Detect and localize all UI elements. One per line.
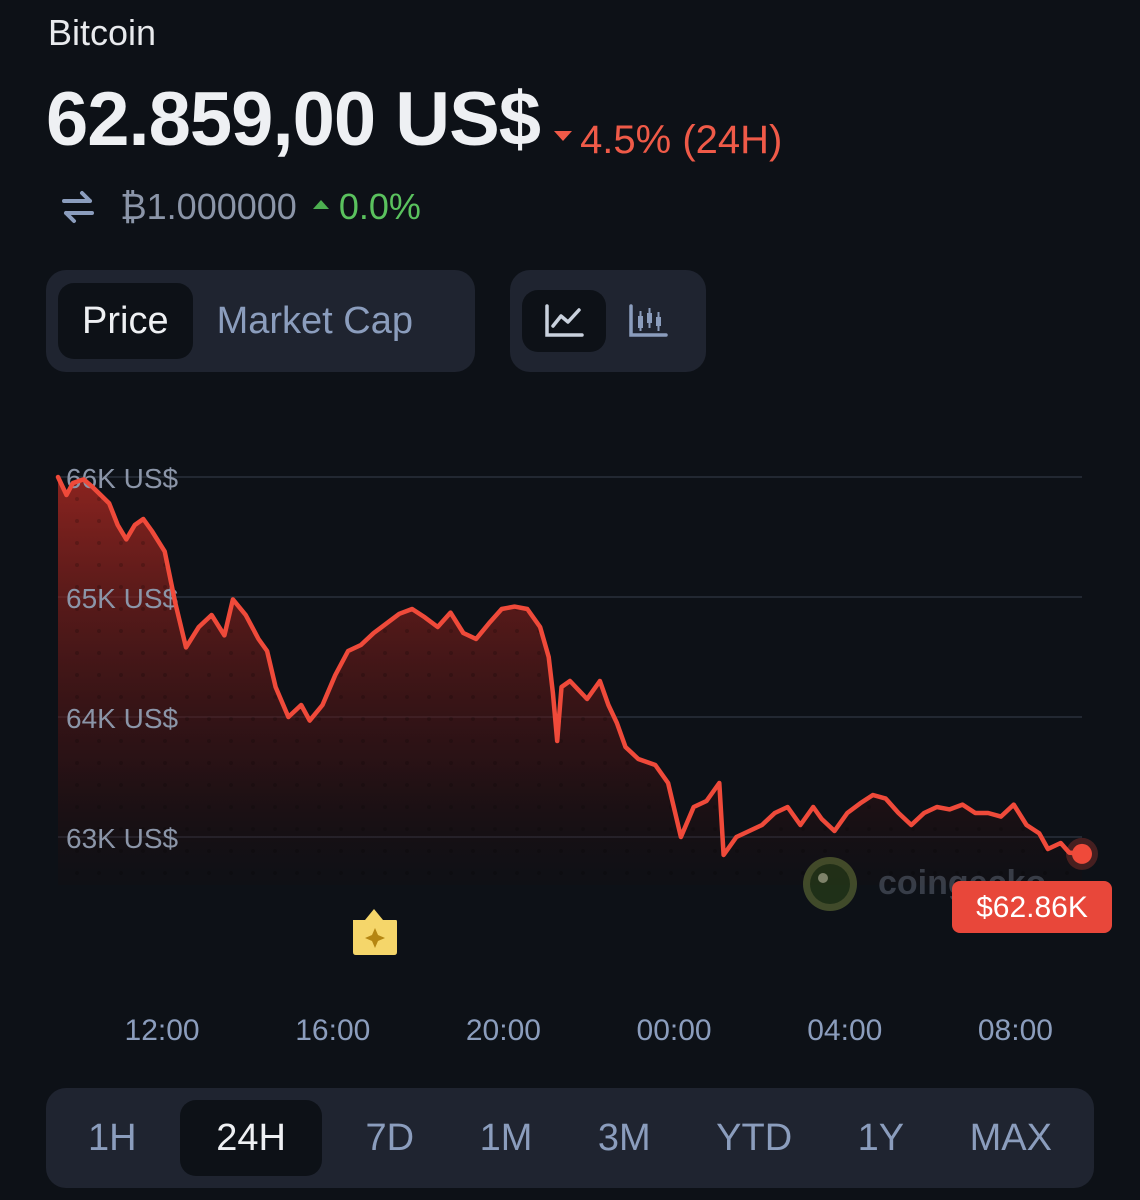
- range-24h[interactable]: 24H: [180, 1100, 323, 1176]
- tab-market-cap[interactable]: Market Cap: [216, 299, 413, 342]
- caret-up-icon: [312, 199, 329, 209]
- swap-arrows-icon[interactable]: [58, 187, 98, 227]
- y-tick-label: 63K US$: [66, 823, 178, 854]
- range-ytd[interactable]: YTD: [716, 1116, 793, 1159]
- metric-toggle: Price Market Cap: [46, 270, 475, 372]
- price-row: 62.859,00 US$ 4.5% (24H): [46, 76, 782, 163]
- btc-amount: ₿1.000000: [120, 186, 297, 227]
- x-tick-label: 00:00: [637, 1014, 712, 1047]
- x-tick-label: 20:00: [466, 1014, 541, 1047]
- coin-name: Bitcoin: [48, 12, 157, 53]
- x-tick-label: 16:00: [295, 1014, 370, 1047]
- y-tick-label: 65K US$: [66, 583, 178, 614]
- price-line: [55, 474, 1085, 858]
- price-chart-svg: 66K US$65K US$64K US$63K US$ coingecko $…: [55, 463, 1112, 1047]
- range-1y[interactable]: 1Y: [857, 1116, 905, 1159]
- price-chart[interactable]: 66K US$65K US$64K US$63K US$ coingecko $…: [0, 400, 1140, 1070]
- btc-change: 0.0%: [338, 186, 421, 227]
- line-chart-button[interactable]: [522, 290, 606, 352]
- x-tick-label: 08:00: [978, 1014, 1053, 1047]
- current-price-marker: [1066, 837, 1098, 870]
- caret-down-icon: [554, 131, 573, 141]
- range-7d[interactable]: 7D: [365, 1116, 415, 1159]
- x-tick-label: 12:00: [125, 1014, 200, 1047]
- tab-price[interactable]: Price: [58, 283, 193, 359]
- current-price: 62.859,00 US$: [46, 77, 541, 162]
- current-price-label: $62.86K: [952, 881, 1112, 933]
- range-1h[interactable]: 1H: [88, 1116, 137, 1159]
- event-marker[interactable]: [353, 909, 397, 955]
- btc-conversion-row: ₿1.000000 0.0%: [58, 186, 421, 228]
- candlestick-chart-button[interactable]: [606, 290, 690, 352]
- price-change-24h: 4.5% (24H): [554, 118, 782, 163]
- chart-type-toggle: [510, 270, 706, 372]
- range-max[interactable]: MAX: [969, 1116, 1052, 1159]
- range-3m[interactable]: 3M: [597, 1116, 651, 1159]
- range-1m[interactable]: 1M: [479, 1116, 533, 1159]
- svg-text:$62.86K: $62.86K: [976, 891, 1088, 924]
- x-tick-label: 04:00: [807, 1014, 882, 1047]
- price-change-value: 4.5% (24H): [580, 117, 783, 162]
- candlestick-chart-icon: [629, 304, 668, 337]
- line-chart-icon: [545, 304, 584, 337]
- time-range-selector: 1H 24H 7D 1M 3M YTD 1Y MAX: [46, 1088, 1094, 1188]
- y-tick-label: 64K US$: [66, 703, 178, 734]
- sparkle-icon: [365, 928, 385, 948]
